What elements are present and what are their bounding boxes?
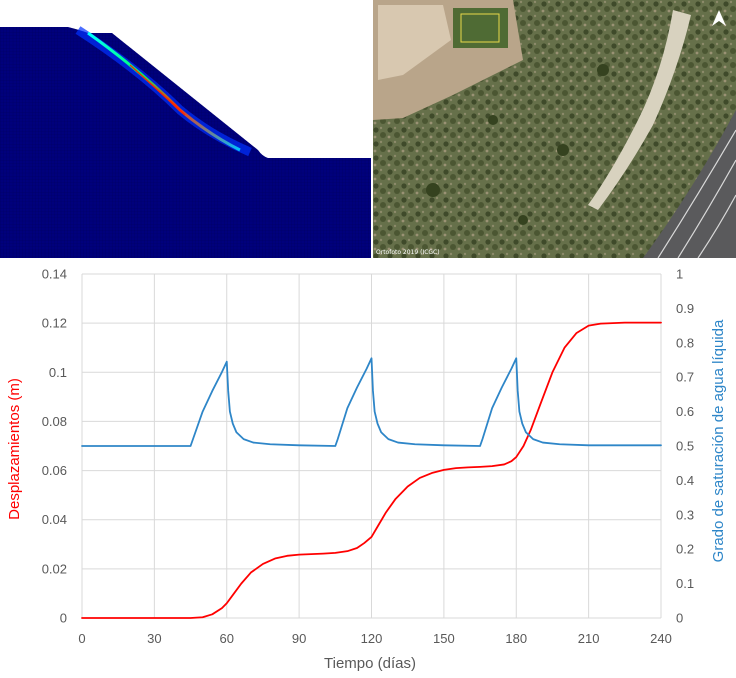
y-right-tick-label: 0.7 xyxy=(676,370,694,385)
y-left-tick-label: 0.02 xyxy=(42,561,67,576)
chart-series xyxy=(81,321,662,619)
y-left-tick-label: 0.12 xyxy=(42,316,67,331)
court-lines xyxy=(460,13,500,43)
fem-displacement-contour xyxy=(0,0,371,258)
dry-gully xyxy=(588,10,691,210)
displacement-saturation-chart: 0 30 60 90 120 150 180 210 240 0 0.02 0.04 0.06 0.08 0… xyxy=(6,267,727,673)
chart-grid xyxy=(81,273,662,619)
y-left-tick-label: 0.08 xyxy=(42,414,67,429)
north-arrow-icon xyxy=(712,10,726,26)
x-tick-label: 180 xyxy=(505,631,527,646)
highway-lanes xyxy=(657,129,736,258)
slope-body-mesh xyxy=(0,27,371,258)
highway xyxy=(643,110,736,258)
x-tick-label: 120 xyxy=(361,631,383,646)
y-left-tick-label: 0 xyxy=(60,611,67,626)
y-right-tick-label: 0.4 xyxy=(676,473,694,488)
y-right-tick-label: 0.8 xyxy=(676,335,694,350)
y-axis-right-label: Grado de saturación de agua líquida xyxy=(710,319,727,562)
chart-panel: 0 30 60 90 120 150 180 210 240 0 0.02 0.04 0.06 0.08 0… xyxy=(0,258,736,678)
shear-band-core xyxy=(129,64,186,116)
x-tick-label: 30 xyxy=(147,631,161,646)
y-right-tick-label: 0.6 xyxy=(676,404,694,419)
y-right-tick-label: 0.3 xyxy=(676,507,694,522)
aerial-orthophoto: Ortofoto 2019 (ICGC) xyxy=(373,0,736,258)
x-tick-label: 240 xyxy=(650,631,672,646)
y-left-tick-label: 0.04 xyxy=(42,512,67,527)
x-axis-label: Tiempo (días) xyxy=(324,655,416,672)
y-left-tick-label: 0.06 xyxy=(42,463,67,478)
y-right-tick-label: 1 xyxy=(676,267,683,282)
y-right-tick-label: 0.2 xyxy=(676,542,694,557)
y-right-tick-label: 0.9 xyxy=(676,301,694,316)
saturation-series-line xyxy=(81,357,662,447)
displacement-series-line xyxy=(81,321,662,619)
fem-mesh-figure xyxy=(0,26,371,258)
y-left-tick-label: 0.1 xyxy=(49,365,67,380)
x-tick-label: 0 xyxy=(78,631,85,646)
x-tick-label: 210 xyxy=(578,631,600,646)
y-axis-left-label: Desplazamientos (m) xyxy=(6,378,23,520)
building-roof xyxy=(378,5,451,80)
y-right-tick-label: 0 xyxy=(676,611,683,626)
y-right-tick-label: 0.5 xyxy=(676,439,694,454)
x-tick-label: 90 xyxy=(292,631,306,646)
y-left-tick-label: 0.14 xyxy=(42,267,67,282)
x-tick-label: 150 xyxy=(433,631,455,646)
photo-credit: Ortofoto 2019 (ICGC) xyxy=(376,249,440,256)
y-right-tick-label: 0.1 xyxy=(676,576,694,591)
x-tick-label: 60 xyxy=(220,631,234,646)
orthophoto-image xyxy=(373,0,736,258)
chart-ticks: 0 30 60 90 120 150 180 210 240 0 0.02 0.04 0.06 0.08 0… xyxy=(42,267,694,647)
